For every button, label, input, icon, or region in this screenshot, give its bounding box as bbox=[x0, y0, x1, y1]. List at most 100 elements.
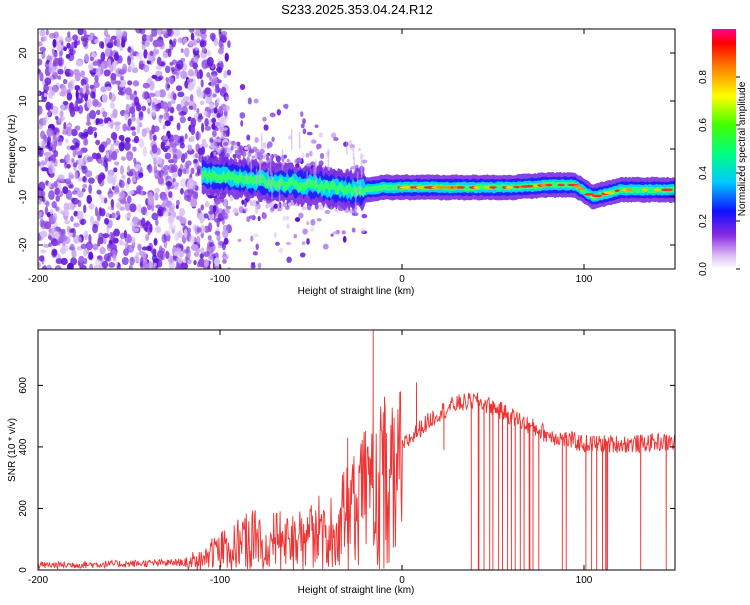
spectrogram-cell bbox=[100, 141, 108, 149]
spectrogram-cell bbox=[183, 100, 190, 107]
spectrogram-cell bbox=[208, 103, 214, 110]
spectrogram-cell bbox=[216, 62, 222, 69]
spectrogram-cell bbox=[66, 42, 71, 49]
spectrogram-cell bbox=[190, 32, 195, 41]
spectrogram-cell bbox=[187, 82, 195, 91]
spectrogram-cell bbox=[162, 209, 170, 217]
spectrogram-cell bbox=[211, 74, 217, 81]
spectrogram-cell bbox=[126, 195, 132, 204]
spectrogram-cell bbox=[132, 80, 140, 87]
spectrogram-cell bbox=[188, 40, 193, 47]
spectrogram-cell bbox=[86, 156, 94, 162]
spectrogram-cell bbox=[110, 132, 118, 140]
spectrogram-cell bbox=[97, 118, 104, 125]
spectrogram-streak bbox=[355, 187, 357, 215]
colorbar-gradient bbox=[712, 29, 736, 269]
spectrogram-ridge-core bbox=[456, 186, 466, 189]
spectrogram-cell bbox=[126, 244, 134, 253]
spectrogram-cell bbox=[157, 208, 163, 217]
spectrogram-cell bbox=[94, 38, 100, 44]
spectrogram-cell bbox=[176, 122, 181, 131]
spectrogram-cell bbox=[95, 139, 101, 146]
spectrogram-cell bbox=[107, 120, 112, 127]
spectrogram-ridge-core bbox=[665, 188, 673, 192]
spectrogram-cell bbox=[213, 37, 219, 47]
spectrogram-cell bbox=[112, 108, 118, 119]
spectrogram-cell bbox=[39, 218, 45, 228]
spectrogram-cell bbox=[218, 105, 224, 114]
spectrogram-cell bbox=[144, 233, 150, 241]
spectrogram-streak bbox=[327, 149, 330, 170]
spectrogram-cell bbox=[175, 264, 182, 269]
spectrogram-cell bbox=[162, 199, 167, 205]
spectrogram-cell bbox=[80, 70, 86, 78]
spectrogram-cell bbox=[120, 241, 127, 246]
spectrogram-cell bbox=[124, 109, 129, 115]
spectrogram-cell bbox=[251, 262, 256, 266]
spectrogram-cell bbox=[188, 105, 194, 110]
spectrogram-cell bbox=[113, 167, 118, 173]
spectrogram-cell bbox=[324, 209, 331, 214]
spectrogram-cell bbox=[124, 87, 133, 96]
spectrogram-cell bbox=[301, 241, 306, 245]
spectrogram-cell bbox=[124, 201, 131, 212]
spectrogram-cell bbox=[40, 130, 46, 140]
spectrogram-cell bbox=[73, 235, 81, 244]
spectrogram-cell bbox=[136, 185, 142, 195]
spectrogram-cell bbox=[65, 189, 72, 200]
spectrogram-cell bbox=[178, 230, 183, 239]
spectrogram-cell bbox=[168, 191, 173, 198]
spectrogram-cell bbox=[255, 200, 260, 205]
spectrogram-cell bbox=[271, 136, 275, 143]
spectrogram-cell bbox=[103, 29, 109, 37]
spectrogram-cell bbox=[360, 227, 366, 234]
spectrogram-cell bbox=[229, 195, 234, 202]
spectrogram-cell bbox=[243, 207, 249, 212]
spectrogram-cell bbox=[43, 151, 52, 157]
spectrogram-cell bbox=[111, 212, 116, 219]
spectrogram-cell bbox=[46, 264, 52, 269]
spectrogram-cell bbox=[306, 221, 310, 226]
spectrogram-cell bbox=[48, 235, 52, 240]
spectrogram-cell bbox=[209, 204, 214, 212]
spectrogram-cell bbox=[316, 218, 322, 222]
spectrogram-cell bbox=[194, 29, 202, 37]
spectrogram-cell bbox=[53, 51, 58, 58]
spectrogram-cell bbox=[129, 93, 134, 101]
spectrogram-cell bbox=[252, 233, 259, 238]
spectrogram-cell bbox=[71, 190, 78, 195]
spectrogram-cell bbox=[310, 226, 315, 232]
spectrogram-cell bbox=[169, 141, 174, 148]
spectrogram-cell bbox=[77, 190, 84, 198]
spectrogram-cell bbox=[158, 170, 164, 178]
spectrogram-cell bbox=[90, 71, 96, 77]
spectrogram-cell bbox=[138, 250, 145, 256]
snr-frame bbox=[37, 329, 676, 571]
spectrogram-cell bbox=[70, 128, 78, 137]
spectrogram-cell bbox=[82, 38, 88, 48]
spectrogram-cell bbox=[132, 227, 140, 233]
spectrogram-cell bbox=[88, 184, 93, 194]
spectrogram-cell bbox=[153, 237, 158, 246]
spectrogram-cell bbox=[146, 245, 152, 252]
spectrogram-cell bbox=[55, 195, 60, 202]
spectrogram-cell bbox=[141, 105, 147, 112]
spectrogram-streak bbox=[360, 159, 363, 178]
spectrogram-cell bbox=[318, 132, 323, 138]
spectrogram-cell bbox=[74, 170, 78, 180]
spectrogram-cell bbox=[200, 31, 207, 40]
spectrogram-cell bbox=[83, 128, 89, 139]
spectrogram-cell bbox=[178, 208, 186, 217]
spectrogram-cell bbox=[182, 37, 188, 44]
spectrogram-cell bbox=[207, 235, 212, 241]
spectrogram-cell bbox=[124, 137, 131, 143]
spectrogram-cell bbox=[61, 228, 66, 236]
spectrogram-cell bbox=[113, 52, 120, 61]
spectrogram-cell bbox=[77, 105, 84, 114]
spectrogram-cell bbox=[60, 257, 68, 266]
spectrogram-cell bbox=[351, 227, 356, 233]
spectrogram-cell bbox=[55, 132, 60, 141]
spectrogram-cell bbox=[101, 93, 108, 103]
spectrogram-cell bbox=[203, 259, 209, 268]
spectrogram-streak bbox=[271, 172, 273, 200]
